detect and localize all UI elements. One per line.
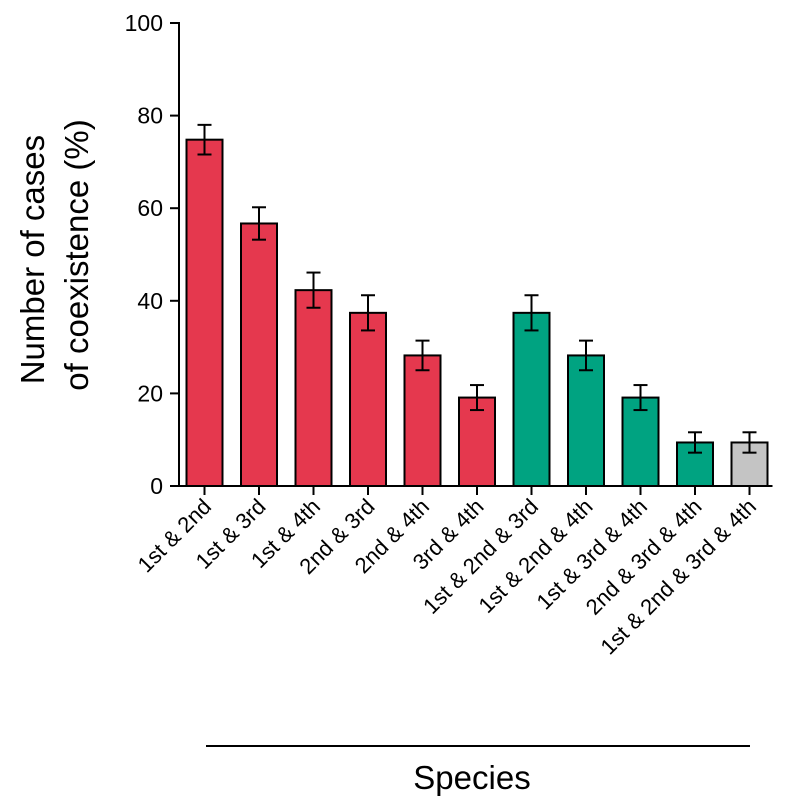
y-tick-label-80: 80 (137, 103, 163, 129)
tick-group: 0 20 40 60 80 100 (125, 10, 751, 499)
axis-titles: Number of cases of coexistence (%) Speci… (14, 119, 750, 796)
bar-6 (458, 396, 496, 487)
bar-2 (240, 222, 278, 487)
y-tick-label-0: 0 (150, 473, 163, 499)
error-bar-group (197, 123, 757, 454)
x-axis-title: Species (413, 759, 530, 796)
y-axis-title-line-1: Number of cases (14, 135, 51, 384)
bar-8 (567, 354, 605, 487)
y-tick-label-20: 20 (137, 380, 163, 406)
y-tick-label-40: 40 (137, 288, 163, 314)
bar-5 (403, 354, 442, 487)
y-tick-label-100: 100 (125, 10, 163, 36)
bar-group (185, 138, 769, 488)
y-tick-label-60: 60 (137, 195, 163, 221)
bar-4 (349, 311, 387, 488)
bar-7 (512, 311, 551, 488)
bar-3 (294, 289, 333, 487)
bar-1 (185, 138, 224, 487)
y-axis-title: Number of cases of coexistence (%) (14, 119, 95, 390)
y-axis-title-line-2: of coexistence (%) (58, 119, 95, 390)
